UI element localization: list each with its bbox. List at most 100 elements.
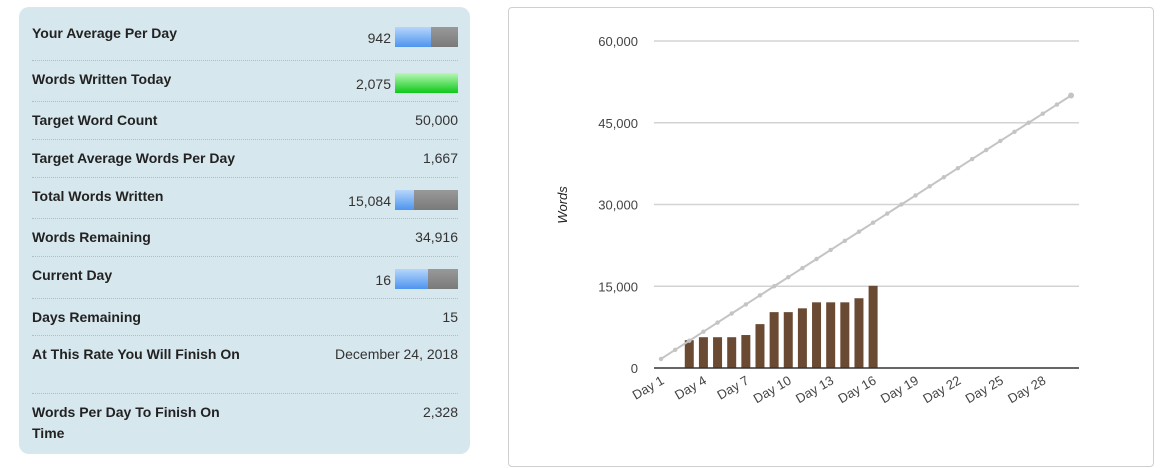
stat-value-wrap: 16 [375,265,458,289]
stat-row-days-remaining: Days Remaining 15 [32,299,458,336]
stat-label: Your Average Per Day [32,25,177,41]
x-tick-label: Day 22 [920,373,963,407]
stat-value-wrap: 2,328 [423,402,458,423]
stat-value: 1,667 [422,150,458,166]
target-point [885,211,890,216]
bar-day-7 [741,335,751,368]
x-tick-label: Day 7 [714,373,751,403]
stat-row-avg: Your Average Per Day 942 [32,15,458,61]
stat-row-total: Total Words Written 15,084 [32,178,458,219]
target-point [969,156,975,162]
bar-day-16 [868,285,878,368]
bar-day-5 [713,337,723,368]
target-point [1040,111,1045,116]
target-point [828,247,833,253]
bar-day-3 [684,340,694,368]
stat-value: 2,328 [422,404,458,420]
target-point [842,238,848,244]
y-tick-label: 30,000 [598,198,638,213]
bar-day-13 [826,302,836,368]
stat-value: 942 [367,30,391,46]
progress-bar [395,269,458,289]
stat-row-target-avg: Target Average Words Per Day 1,667 [32,140,458,178]
x-tick-label: Day 28 [1005,373,1048,407]
target-point [800,265,805,271]
bar-day-12 [812,302,822,368]
stat-value-wrap: 942 [368,23,458,47]
target-point [814,256,819,262]
stat-value-wrap: 15,084 [348,186,458,210]
progress-bar-fill [395,269,428,289]
stat-value-wrap: 34,916 [415,227,458,248]
stat-value: 15 [442,309,458,325]
stat-value: 50,000 [415,112,458,128]
stat-label: Days Remaining [32,309,141,325]
progress-bar-fill [395,27,431,47]
bar-day-6 [727,337,737,368]
target-point [856,229,862,234]
x-tick-label: Day 4 [672,373,709,403]
target-point [743,302,749,307]
target-point [955,165,961,171]
x-tick-label: Day 19 [878,373,921,407]
bar-day-8 [755,324,765,368]
progress-bar [395,190,458,210]
bar-day-10 [783,312,793,368]
target-point [771,284,777,289]
target-point [729,311,734,316]
stat-label: Words Remaining [32,229,151,245]
stat-value: 16 [375,272,391,288]
stat-value: 34,916 [415,229,458,245]
stat-label: Total Words Written [32,188,164,204]
stat-label: At This Rate You Will Finish On [32,346,240,362]
target-point [1068,92,1075,99]
bar-day-4 [698,337,708,368]
y-tick-label: 45,000 [598,116,638,131]
target-point [715,320,720,325]
target-point [998,138,1003,144]
progress-bar [395,27,458,47]
y-tick-label: 0 [631,361,638,376]
stat-value-wrap: December 24, 2018 [335,344,458,365]
stat-value-wrap: 50,000 [415,110,458,131]
target-point [913,193,918,198]
stat-row-finish: At This Rate You Will Finish On December … [32,336,458,394]
target-point [927,184,932,189]
y-axis-title: Words [555,186,570,224]
stat-value: 2,075 [355,76,391,92]
target-point [1012,129,1017,135]
target-point [687,338,692,343]
target-point [941,175,946,180]
x-tick-label: Day 1 [630,373,667,403]
target-point [786,274,791,280]
target-point [899,202,904,207]
x-tick-label: Day 16 [835,373,878,407]
stat-label: Target Average Words Per Day [32,150,236,166]
y-tick-label: 15,000 [598,279,638,294]
stat-value-wrap: 2,075 [356,69,458,93]
x-tick-label: Day 13 [793,373,836,407]
chart-card: 0 15,000 30,000 45,000 60,000 Words Day 1 Day 4… [508,7,1154,467]
target-point [984,147,989,153]
stat-value: December 24, 2018 [335,346,458,362]
target-point [870,220,876,225]
stat-row-remaining: Words Remaining 34,916 [32,219,458,257]
target-point [1026,120,1031,125]
bar-day-11 [797,308,807,368]
stat-row-target: Target Word Count 50,000 [32,102,458,140]
progress-bar [395,73,458,93]
target-line [660,94,1072,360]
bar-day-15 [854,298,864,368]
x-tick-label: Day 10 [751,373,794,407]
x-tick-label: Day 25 [963,373,1006,407]
stat-label: Target Word Count [32,112,158,128]
stat-value: 15,084 [348,193,391,209]
stat-value-wrap: 1,667 [423,148,458,169]
words-chart: 0 15,000 30,000 45,000 60,000 Words Day 1 Day 4… [555,34,1079,407]
stats-panel: Your Average Per Day 942 Words Written Tod… [19,7,470,454]
stat-label: Words Written Today [32,71,172,87]
y-tick-label: 60,000 [598,34,638,49]
target-point [757,293,763,298]
stat-row-today: Words Written Today 2,075 [32,61,458,102]
stat-row-per-day-needed: Words Per Day To Finish On Time 2,328 [32,394,458,454]
